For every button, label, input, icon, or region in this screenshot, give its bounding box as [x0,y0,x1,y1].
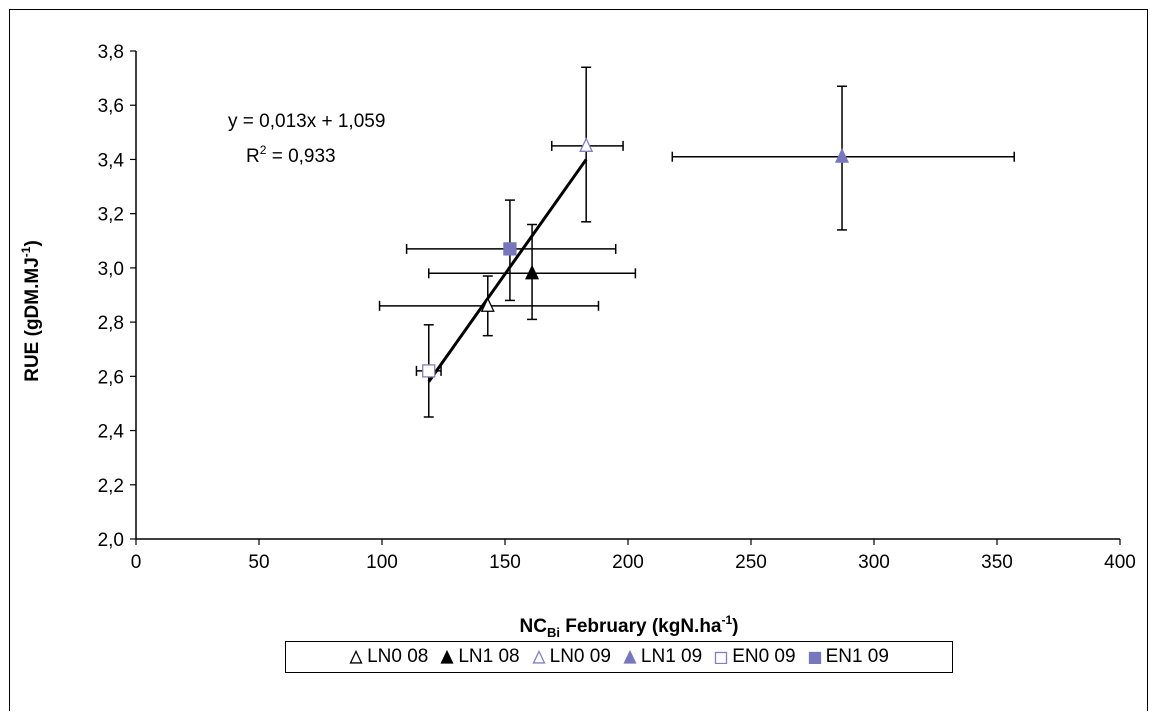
x-tick-label: 0 [131,552,142,573]
y-tick-label: 2,0 [98,530,124,551]
y-axis-title: RUE (gDM.MJ-1) [19,240,43,382]
x-tick-label: 200 [612,552,644,573]
x-tick-label: 400 [1104,552,1136,573]
y-tick-label: 3,2 [98,205,124,226]
y-tick-label: 2,8 [98,313,124,334]
legend-item: LN0 09 [532,646,611,668]
legend-marker [623,650,637,664]
legend-marker [440,650,454,664]
x-tick-label: 250 [735,552,767,573]
legend-label: LN1 09 [640,646,703,667]
data-marks [378,66,1015,418]
legend-marker [808,651,821,664]
axes: 0 50 100 150 200 250 300 350 400 2,0 2,2 2,4 2,6 2,8 3… [98,42,1136,573]
data-point [503,242,517,256]
data-point [422,364,436,378]
legend-item: EN0 09 [714,646,796,668]
r2-annotation: R2 = 0,933 [246,143,336,167]
legend-marker [532,650,546,664]
x-tick-label: 50 [248,552,269,573]
legend-label: LN0 08 [367,646,429,667]
x-tick-label: 300 [858,552,890,573]
x-axis-title: NCBi February (kgN.ha-1) [520,613,739,640]
y-tick-label: 3,6 [98,96,124,117]
data-point [525,264,540,280]
y-tick-label: 2,2 [98,476,124,497]
x-tick-label: 150 [489,552,521,573]
legend-label: LN0 09 [549,646,611,667]
legend-label: EN0 09 [732,646,796,667]
triangle-marker-icon [440,650,454,664]
legend-item: LN1 08 [440,646,520,668]
legend-label: EN1 09 [825,646,889,667]
legend-marker [715,651,728,664]
square-marker-icon [808,651,821,664]
triangle-marker-icon [532,650,546,664]
x-tick-label: 350 [981,552,1013,573]
triangle-marker-icon [623,650,637,664]
legend-item: LN1 09 [623,646,702,668]
y-tick-label: 2,4 [98,422,125,443]
data-point [480,297,495,312]
equation-annotation: y = 0,013x + 1,059 [228,111,385,132]
y-tick-label: 3,8 [98,42,124,63]
x-tick-label: 100 [366,552,398,573]
legend-marker [349,650,363,664]
legend-item: LN0 08 [349,646,428,668]
trendline [427,158,588,383]
data-point [579,137,594,152]
square-marker-icon [715,651,728,664]
legend-item: EN1 09 [808,646,889,668]
chart-frame [9,9,1148,711]
triangle-marker-icon [349,650,363,664]
y-tick-label: 2,6 [98,367,124,388]
legend-label: LN1 08 [458,646,520,667]
data-point [834,148,850,163]
y-tick-label: 3,0 [98,259,124,280]
y-tick-label: 3,4 [98,150,125,171]
legend: LN0 08 LN1 08 LN0 09 LN1 09 EN0 09 EN1 09 [285,641,953,673]
